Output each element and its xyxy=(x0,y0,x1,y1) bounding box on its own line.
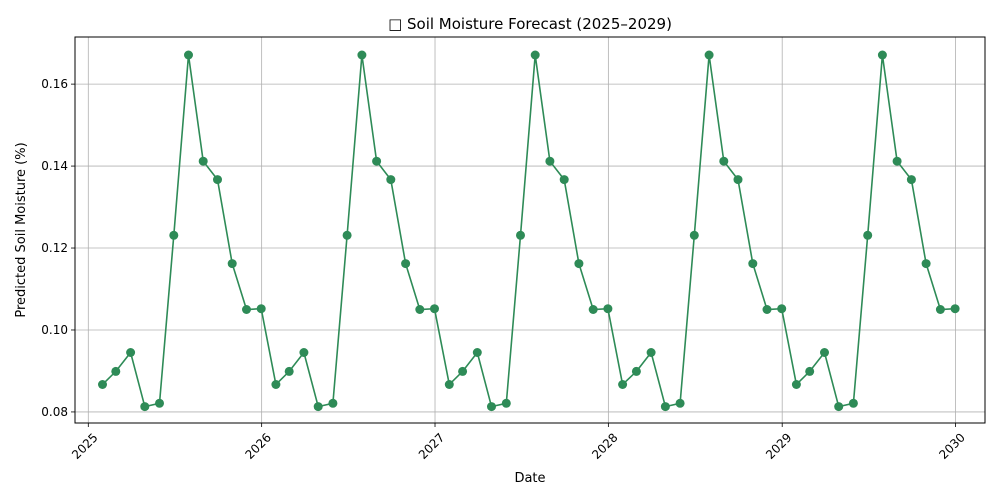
data-point xyxy=(820,348,829,357)
data-point xyxy=(140,402,150,412)
data-point xyxy=(198,156,208,166)
data-point xyxy=(631,366,641,376)
y-tick-label: 0.10 xyxy=(41,323,68,337)
data-point xyxy=(892,156,902,166)
grid xyxy=(75,37,985,423)
data-point xyxy=(848,398,858,408)
data-point xyxy=(603,304,613,314)
y-tick-label: 0.16 xyxy=(41,77,68,91)
data-point xyxy=(618,380,628,389)
data-point xyxy=(545,156,555,166)
plot-area xyxy=(75,37,985,423)
data-point xyxy=(444,380,454,389)
data-point xyxy=(342,230,352,240)
data-point xyxy=(748,259,758,269)
data-point xyxy=(906,175,916,185)
data-point xyxy=(791,380,801,389)
data-point xyxy=(299,348,309,357)
data-point xyxy=(935,305,945,314)
data-point xyxy=(762,305,772,314)
data-point xyxy=(458,366,468,376)
data-point xyxy=(877,50,887,60)
data-point xyxy=(487,402,496,412)
data-point xyxy=(169,230,179,240)
data-point xyxy=(401,259,411,269)
data-point xyxy=(472,348,482,357)
data-point xyxy=(950,304,960,314)
data-point xyxy=(256,304,266,314)
data-point xyxy=(415,305,425,314)
data-point xyxy=(559,175,569,185)
y-axis-label: Predicted Soil Moisture (%) xyxy=(14,142,29,317)
data-point xyxy=(242,305,251,314)
series-soil-moisture xyxy=(98,50,960,412)
data-point xyxy=(805,366,815,376)
data-point xyxy=(689,230,699,240)
data-point xyxy=(530,50,540,60)
data-point xyxy=(284,366,294,376)
data-point xyxy=(719,156,729,166)
data-point xyxy=(98,380,107,389)
data-point xyxy=(574,259,584,269)
data-point xyxy=(921,259,931,269)
data-point xyxy=(516,230,525,240)
data-point xyxy=(834,402,844,412)
data-point xyxy=(271,380,281,389)
data-point xyxy=(501,398,511,408)
data-point xyxy=(588,305,598,314)
data-point xyxy=(328,398,338,408)
data-point xyxy=(155,398,164,408)
data-point xyxy=(733,175,743,185)
data-point xyxy=(227,259,237,269)
data-point xyxy=(704,50,714,60)
y-tick-label: 0.08 xyxy=(41,405,68,419)
x-axis-label: Date xyxy=(514,471,545,486)
data-point xyxy=(213,175,222,185)
data-point xyxy=(430,304,439,314)
plot-frame xyxy=(74,36,986,424)
data-point xyxy=(111,366,121,376)
data-point xyxy=(863,230,873,240)
y-tick-label: 0.14 xyxy=(41,159,68,173)
y-tick-label: 0.12 xyxy=(41,241,68,255)
data-point xyxy=(675,398,685,408)
chart-title: □ Soil Moisture Forecast (2025–2029) xyxy=(388,15,672,33)
data-point xyxy=(660,402,670,412)
data-point xyxy=(646,348,656,357)
data-point xyxy=(372,156,382,166)
data-point xyxy=(777,304,787,314)
data-point xyxy=(313,402,323,412)
data-point xyxy=(184,50,193,60)
data-point xyxy=(126,348,136,357)
data-point xyxy=(386,175,396,185)
data-point xyxy=(357,50,367,60)
